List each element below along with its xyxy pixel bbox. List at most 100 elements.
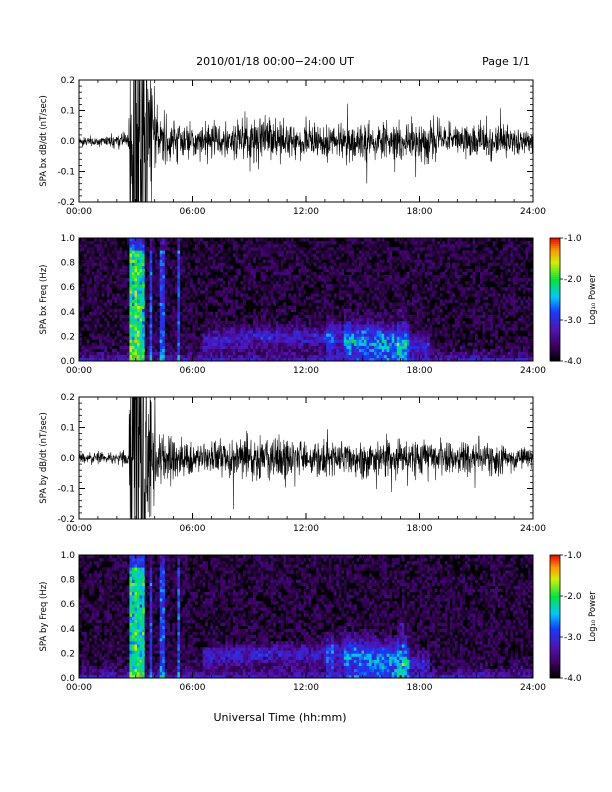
spectrogram-cell <box>154 256 158 260</box>
spectrogram-cell <box>210 250 213 254</box>
spectrogram-cell <box>94 342 97 346</box>
spectrogram-cell <box>328 327 332 331</box>
spectrogram-cell <box>295 284 299 288</box>
spectrogram-cell <box>116 271 120 276</box>
spectrogram-cell <box>442 324 446 328</box>
spectrogram-cell <box>386 336 390 340</box>
spectrogram-cell <box>346 348 350 353</box>
spectrogram-cell <box>205 284 208 288</box>
spectrogram-cell <box>439 330 443 334</box>
spectrogram-cell <box>399 339 403 343</box>
spectrogram-cell <box>306 314 309 319</box>
spectrogram-cell <box>84 253 87 257</box>
spectrogram-cell <box>114 253 118 257</box>
spectrogram-cell <box>422 321 425 325</box>
spectrogram-cell <box>195 302 198 306</box>
spectrogram-cell <box>409 342 413 346</box>
spectrogram-cell <box>131 277 135 282</box>
spectrogram-cell <box>154 262 158 266</box>
spectrogram-cell <box>116 302 120 306</box>
spectrogram-cell <box>444 299 448 303</box>
spectrogram-cell <box>137 262 140 266</box>
spectrogram-cell <box>300 311 304 316</box>
spectrogram-cell <box>242 314 246 319</box>
spectrogram-cell <box>157 339 161 343</box>
spectrogram-cell <box>86 265 90 270</box>
spectrogram-cell <box>255 253 259 257</box>
spectrogram-cell <box>343 265 347 270</box>
spectrogram-cell <box>500 281 504 285</box>
spectrogram-cell <box>154 317 158 322</box>
spectrogram-cell <box>452 336 456 340</box>
spectrogram-cell <box>197 336 201 340</box>
spectrogram-cell <box>467 287 471 291</box>
spectrogram-cell <box>346 268 350 273</box>
spectrogram-cell <box>268 330 271 334</box>
spectrogram-cell <box>477 296 481 300</box>
spectrogram-cell <box>308 296 312 300</box>
spectrogram-cell <box>384 339 388 343</box>
spectrogram-cell <box>419 305 423 310</box>
spectrogram-cell <box>316 348 319 353</box>
spectrogram-cell <box>177 333 181 337</box>
spectrogram-cell <box>245 256 249 260</box>
spectrogram-cell <box>169 330 173 334</box>
spectrogram-cell <box>500 305 504 310</box>
spectrogram-cell <box>477 339 481 343</box>
spectrogram-cell <box>361 299 365 303</box>
spectrogram-cell <box>500 299 504 303</box>
spectrogram-cell <box>414 268 418 273</box>
spectrogram-cell <box>197 277 201 282</box>
spectrogram-cell <box>338 336 342 340</box>
spectrogram-cell <box>212 302 216 306</box>
spectrogram-cell <box>492 268 496 273</box>
spectrogram-cell <box>374 305 377 310</box>
spectrogram-cell <box>96 268 100 273</box>
spectrogram-cell <box>192 324 196 328</box>
spectrogram-cell <box>300 265 304 270</box>
spectrogram-cell <box>404 241 408 245</box>
spectrogram-cell <box>235 345 239 350</box>
spectrogram-cell <box>336 321 340 325</box>
spectrogram-cell <box>505 330 509 334</box>
spectrogram-cell <box>300 321 304 325</box>
spectrogram-cell <box>111 238 115 242</box>
spectrogram-cell <box>414 333 418 337</box>
spectrogram-cell <box>316 256 319 260</box>
spectrogram-cell <box>104 287 108 291</box>
spectrogram-cell <box>293 299 297 303</box>
spectrogram-cell <box>303 308 307 313</box>
spectrogram-cell <box>205 274 208 279</box>
spectrogram-cell <box>389 330 393 334</box>
spectrogram-cell <box>205 351 208 356</box>
spectrogram-cell <box>184 302 188 306</box>
spectrogram-cell <box>134 302 138 306</box>
spectrogram-cell <box>517 256 521 260</box>
spectrogram-cell <box>217 327 221 331</box>
spectrogram-cell <box>384 281 388 285</box>
spectrogram-cell <box>247 256 251 260</box>
spectrogram-cell <box>492 305 496 310</box>
spectrogram-cell <box>351 351 355 356</box>
spectrogram-cell <box>202 357 206 362</box>
spectrogram-cell <box>293 265 297 270</box>
spectrogram-cell <box>482 259 486 263</box>
spectrogram-cell <box>111 357 115 362</box>
spectrogram-cell <box>444 345 448 350</box>
spectrogram-cell <box>265 330 269 334</box>
spectrogram-cell <box>376 311 380 316</box>
spectrogram-cell <box>265 327 269 331</box>
spectrogram-cell <box>99 238 102 242</box>
spectrogram-cell <box>84 281 87 285</box>
spectrogram-cell <box>346 324 350 328</box>
spectrogram-cell <box>227 324 231 328</box>
spectrogram-cell <box>293 305 297 310</box>
spectrogram-cell <box>250 330 254 334</box>
spectrogram-cell <box>442 244 446 248</box>
spectrogram-cell <box>215 274 219 279</box>
spectrogram-cell <box>510 277 514 282</box>
spectrogram-cell <box>202 333 206 337</box>
spectrogram-cell <box>449 339 453 343</box>
spectrogram-cell <box>376 317 380 322</box>
spectrogram-cell <box>129 296 133 300</box>
